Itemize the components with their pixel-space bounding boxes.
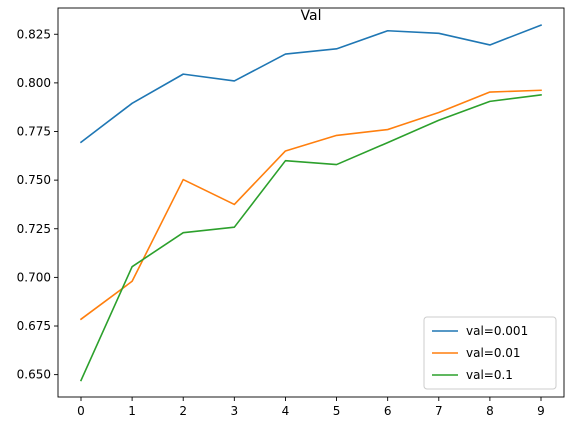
y-axis: 0.650 0.675 0.700 0.725 0.750 0.775 0.800 0.825 bbox=[17, 27, 58, 382]
series-line-2 bbox=[79, 94, 542, 382]
y-tick-label: 0.675 bbox=[17, 319, 51, 333]
x-tick-label: 7 bbox=[435, 404, 443, 418]
y-tick-label: 0.650 bbox=[17, 368, 51, 382]
x-tick-label: 1 bbox=[128, 404, 136, 418]
y-tick-label: 0.825 bbox=[17, 27, 51, 41]
legend-label: val=0.1 bbox=[466, 368, 513, 382]
legend-label: val=0.01 bbox=[466, 346, 521, 360]
y-tick-label: 0.750 bbox=[17, 173, 51, 187]
legend-box bbox=[423, 316, 557, 390]
series-line-1 bbox=[79, 89, 542, 321]
y-tick-label: 0.700 bbox=[17, 270, 51, 284]
x-tick-label: 3 bbox=[231, 404, 239, 418]
y-tick-label: 0.800 bbox=[17, 76, 51, 90]
x-tick-label: 0 bbox=[77, 404, 85, 418]
x-axis: 0 1 2 3 4 5 6 7 8 9 bbox=[77, 397, 545, 418]
x-tick-label: 6 bbox=[384, 404, 392, 418]
y-tick-label: 0.775 bbox=[17, 125, 51, 139]
y-tick-label: 0.725 bbox=[17, 222, 51, 236]
x-tick-label: 9 bbox=[537, 404, 545, 418]
x-tick-label: 4 bbox=[282, 404, 290, 418]
series-line-0 bbox=[79, 24, 543, 144]
x-tick-label: 5 bbox=[333, 404, 341, 418]
legend-label: val=0.001 bbox=[466, 324, 528, 338]
x-tick-label: 2 bbox=[179, 404, 187, 418]
series-layer bbox=[79, 24, 543, 382]
legend: val=0.001 val=0.01 val=0.1 bbox=[423, 316, 557, 390]
chart-title: Val bbox=[301, 8, 322, 24]
plot-frame bbox=[57, 7, 565, 398]
x-tick-label: 8 bbox=[486, 404, 494, 418]
